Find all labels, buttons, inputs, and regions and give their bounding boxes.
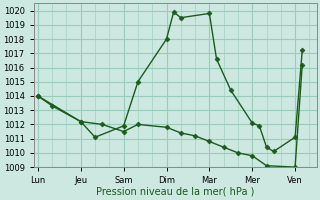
X-axis label: Pression niveau de la mer( hPa ): Pression niveau de la mer( hPa ) [96,187,254,197]
